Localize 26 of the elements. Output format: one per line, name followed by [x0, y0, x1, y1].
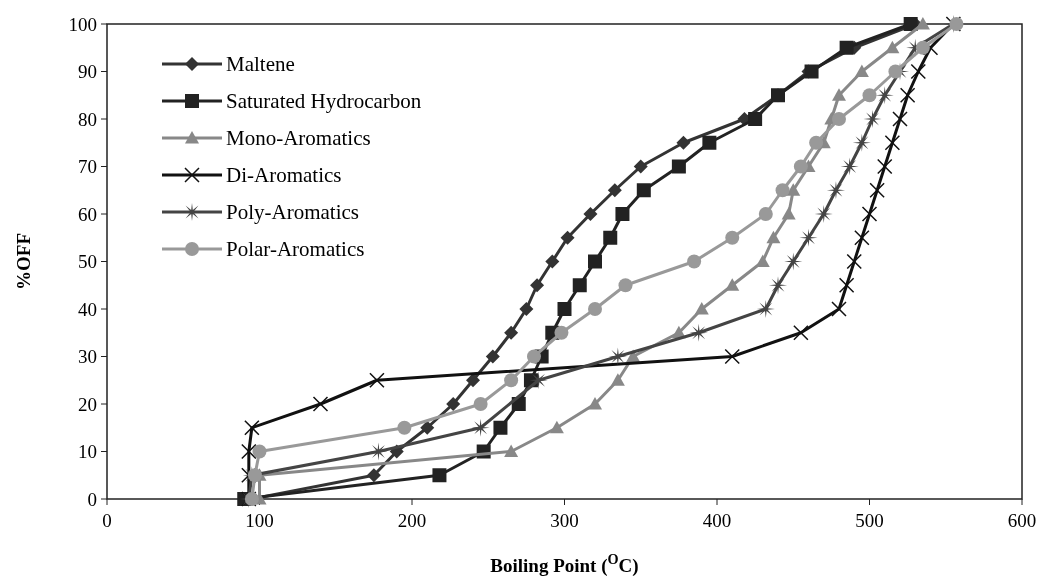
x-tick-label: 0 — [102, 510, 112, 531]
y-tick-label: 0 — [87, 488, 97, 510]
legend-label: Polar-Aromatics — [226, 237, 365, 262]
legend-label: Di-Aromatics — [226, 163, 342, 188]
x-tick-label: 600 — [1007, 510, 1037, 531]
y-tick-label: 10 — [78, 441, 97, 463]
x-axis-title: Boiling Point ($^{O}$C) — [490, 551, 639, 577]
x-tick-label: 100 — [245, 510, 274, 531]
y-tick-label: 40 — [78, 298, 97, 320]
legend-label: Maltene — [226, 52, 295, 77]
y-tick-label: 70 — [78, 156, 97, 178]
x-tick-label: 200 — [397, 510, 427, 531]
y-tick-label: 30 — [78, 346, 97, 368]
y-tick-label: 20 — [78, 393, 97, 415]
x-tick-label: 500 — [855, 510, 884, 531]
y-tick-label: 50 — [78, 251, 97, 273]
y-axis-title: %OFF — [13, 233, 34, 290]
legend-label: Mono-Aromatics — [226, 126, 371, 151]
x-tick-label: 400 — [702, 510, 732, 531]
legend-label: Saturated Hydrocarbon — [226, 89, 422, 114]
x-tick-label: 300 — [550, 510, 579, 531]
y-tick-label: 80 — [78, 108, 97, 130]
y-tick-label: 60 — [78, 203, 97, 225]
legend-label: Poly-Aromatics — [226, 200, 359, 225]
y-tick-label: 90 — [78, 61, 97, 83]
y-tick-label: 100 — [68, 13, 97, 35]
